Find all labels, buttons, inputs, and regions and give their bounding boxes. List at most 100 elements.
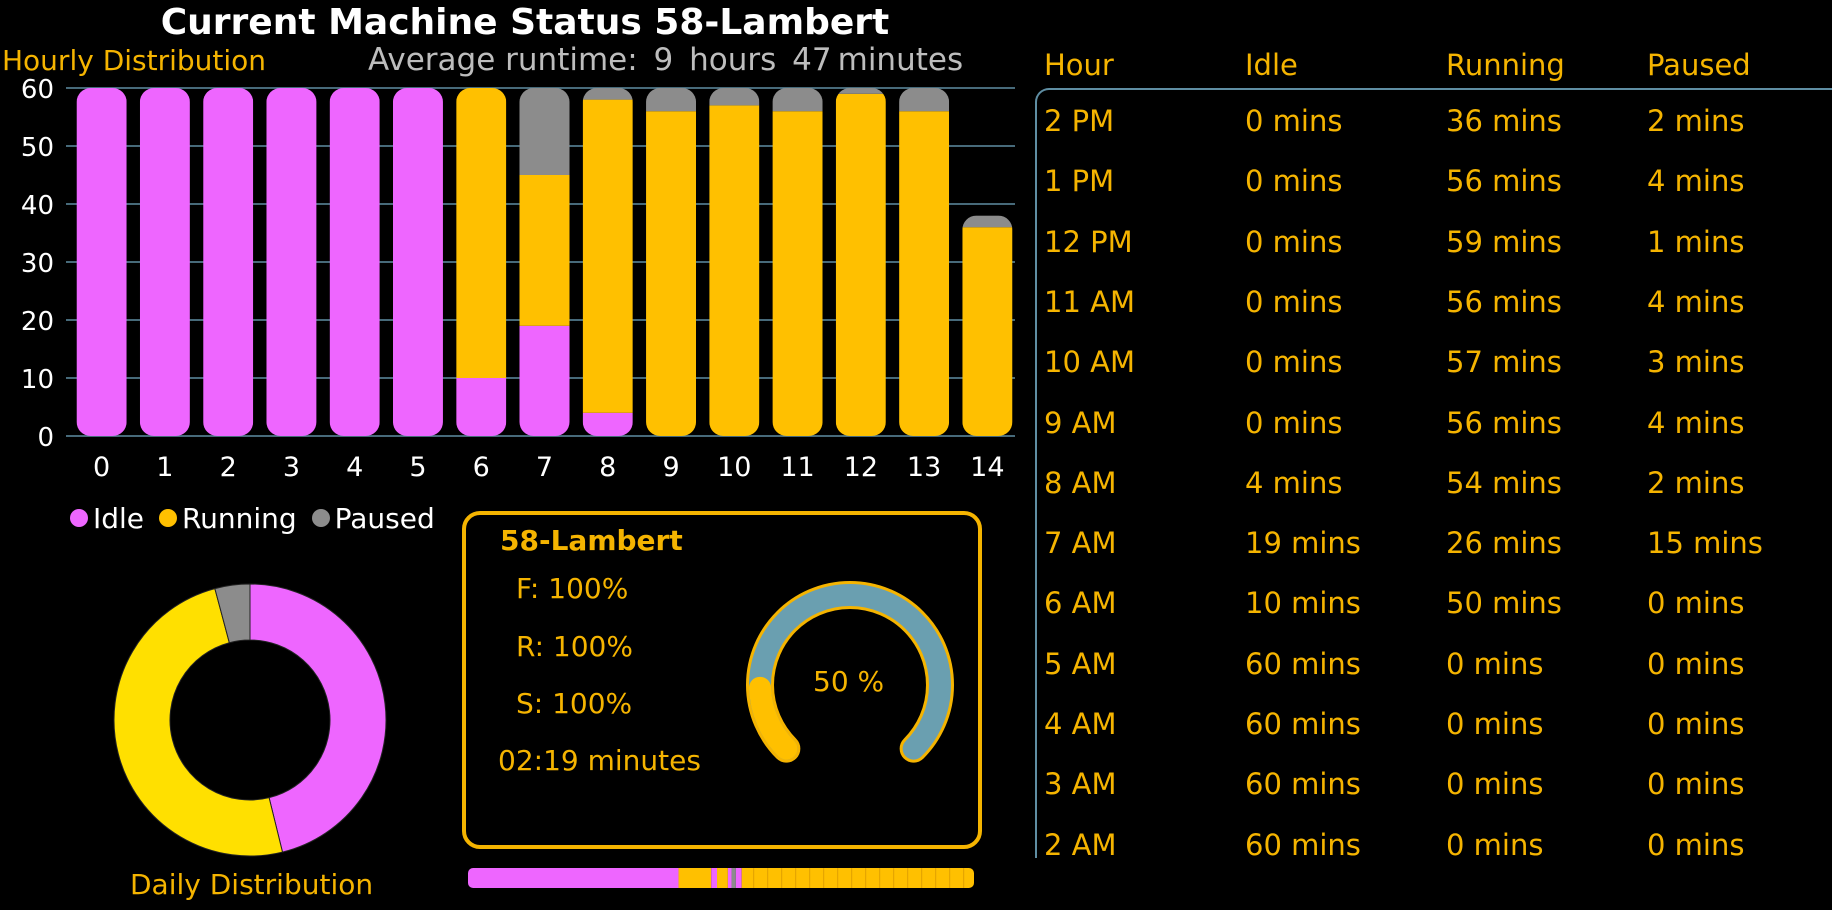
timeline-segment-idle[interactable] [468, 868, 679, 888]
x-tick-label: 8 [599, 452, 616, 483]
donut-slice-paused[interactable] [214, 583, 251, 644]
legend-running[interactable]: Running [158, 502, 297, 535]
y-tick-label: 30 [21, 249, 54, 279]
card-s-value: S: 100% [516, 687, 633, 720]
bar-segment-idle[interactable] [392, 88, 443, 436]
bar-segment-idle[interactable] [456, 378, 507, 436]
donut-slice-idle[interactable] [249, 583, 387, 853]
table-row[interactable]: 11 AM 0 mins 56 mins 4 mins [1040, 285, 1830, 325]
timeline-segment-running[interactable] [678, 868, 712, 888]
status-timeline [468, 868, 974, 888]
bar-segment-running[interactable] [582, 99, 633, 413]
table-row[interactable]: 1 PM 0 mins 56 mins 4 mins [1040, 164, 1830, 204]
bar-segment-idle[interactable] [203, 88, 254, 436]
bar-stack[interactable] [456, 88, 507, 436]
timeline-segment-idle[interactable] [735, 868, 742, 888]
bar-segment-running[interactable] [962, 227, 1013, 436]
bar-stack[interactable] [519, 88, 570, 436]
cell-running: 0 mins [1446, 827, 1544, 858]
bar-segment-idle[interactable] [76, 88, 127, 436]
bar-segment-running[interactable] [456, 88, 507, 378]
bar-segment-running[interactable] [709, 105, 760, 436]
column-header-paused[interactable]: Paused [1647, 48, 1751, 82]
bar-segment-paused[interactable] [709, 88, 760, 106]
column-header-idle[interactable]: Idle [1245, 48, 1298, 82]
bar-stack[interactable] [835, 88, 886, 436]
table-row[interactable]: 12 PM 0 mins 59 mins 1 mins [1040, 225, 1830, 265]
daily-distribution-label: Daily Distribution [130, 868, 374, 901]
timeline-segment-idle[interactable] [711, 868, 718, 888]
bar-stack[interactable] [772, 88, 823, 436]
bar-stack[interactable] [899, 88, 950, 436]
x-tick-label: 6 [473, 452, 490, 483]
cell-running: 56 mins [1446, 284, 1562, 319]
bar-segment-paused[interactable] [646, 88, 697, 112]
table-row[interactable]: 3 AM 60 mins 0 mins 0 mins [1040, 767, 1830, 807]
cell-idle: 4 mins [1245, 465, 1343, 500]
table-row[interactable]: 2 PM 0 mins 36 mins 2 mins [1040, 104, 1830, 144]
bar-segment-paused[interactable] [582, 88, 633, 100]
cell-idle: 19 mins [1245, 526, 1361, 561]
cell-idle: 60 mins [1245, 707, 1361, 741]
bar-segment-running[interactable] [899, 111, 950, 436]
timeline-segment-idle[interactable] [727, 868, 732, 888]
bar-segment-paused[interactable] [962, 215, 1013, 228]
gauge-label: 50 % [813, 665, 885, 698]
bar-stack[interactable] [329, 88, 380, 436]
hours-unit: hours [689, 42, 777, 78]
bar-segment-running[interactable] [835, 93, 886, 436]
bar-stack[interactable] [646, 88, 697, 436]
timeline-segment-running[interactable] [741, 868, 974, 888]
bar-stack[interactable] [139, 88, 190, 436]
table-row[interactable]: 2 AM 60 mins 0 mins 0 mins [1040, 828, 1830, 858]
page-title: Current Machine Status 58-Lambert [160, 2, 890, 43]
table-row[interactable]: 7 AM 19 mins 26 mins 15 mins [1040, 526, 1830, 566]
table-row[interactable]: 8 AM 4 mins 54 mins 2 mins [1040, 466, 1830, 506]
column-header-running[interactable]: Running [1446, 48, 1565, 82]
bar-segment-idle[interactable] [582, 412, 633, 436]
bar-segment-paused[interactable] [899, 88, 950, 112]
table-row[interactable]: 6 AM 10 mins 50 mins 0 mins [1040, 586, 1830, 626]
x-tick-label: 5 [409, 452, 426, 483]
bar-segment-idle[interactable] [519, 325, 570, 436]
donut-slice-running[interactable] [113, 588, 284, 857]
table-row[interactable]: 4 AM 60 mins 0 mins 0 mins [1040, 707, 1830, 747]
bar-stack[interactable] [266, 88, 317, 436]
bar-segment-paused[interactable] [519, 88, 570, 175]
cell-paused: 4 mins [1647, 164, 1745, 199]
bar-stack[interactable] [76, 88, 127, 436]
x-tick-label: 3 [283, 452, 300, 483]
bar-segment-idle[interactable] [266, 88, 317, 436]
bar-segment-idle[interactable] [139, 88, 190, 436]
hourly-distribution-label: Hourly Distribution [2, 44, 267, 77]
cell-paused: 4 mins [1647, 405, 1745, 440]
column-header-hour[interactable]: Hour [1044, 48, 1114, 82]
bar-segment-running[interactable] [646, 111, 697, 436]
bar-stack[interactable] [709, 88, 760, 436]
timeline-segment-paused[interactable] [731, 868, 736, 888]
legend-idle-label: Idle [93, 501, 145, 535]
cell-hour: 10 AM [1044, 345, 1135, 380]
bar-segment-running[interactable] [772, 111, 823, 436]
table-row[interactable]: 10 AM 0 mins 57 mins 3 mins [1040, 345, 1830, 385]
legend-paused[interactable]: Paused [311, 502, 435, 535]
cell-idle: 0 mins [1245, 405, 1343, 440]
bar-stack[interactable] [203, 88, 254, 436]
bar-segment-paused[interactable] [835, 88, 886, 94]
table-row[interactable]: 5 AM 60 mins 0 mins 0 mins [1040, 647, 1830, 687]
bar-stack[interactable] [582, 88, 633, 436]
legend-idle-swatch [70, 509, 88, 527]
bar-stack[interactable] [392, 88, 443, 436]
legend-idle[interactable]: Idle [70, 502, 144, 535]
hourly-table-body[interactable]: 2 PM 0 mins 36 mins 2 mins 1 PM 0 mins 56 mins… [1040, 96, 1832, 858]
x-tick-label: 14 [970, 452, 1004, 483]
cell-paused: 2 mins [1647, 465, 1745, 500]
table-row[interactable]: 9 AM 0 mins 56 mins 4 mins [1040, 406, 1830, 446]
legend-running-swatch [158, 509, 177, 527]
timeline-segment-running[interactable] [717, 868, 728, 888]
cell-idle: 60 mins [1245, 827, 1361, 858]
bar-segment-running[interactable] [519, 175, 570, 326]
bar-segment-paused[interactable] [772, 88, 823, 112]
bar-segment-idle[interactable] [329, 88, 380, 436]
bar-stack[interactable] [962, 215, 1013, 436]
